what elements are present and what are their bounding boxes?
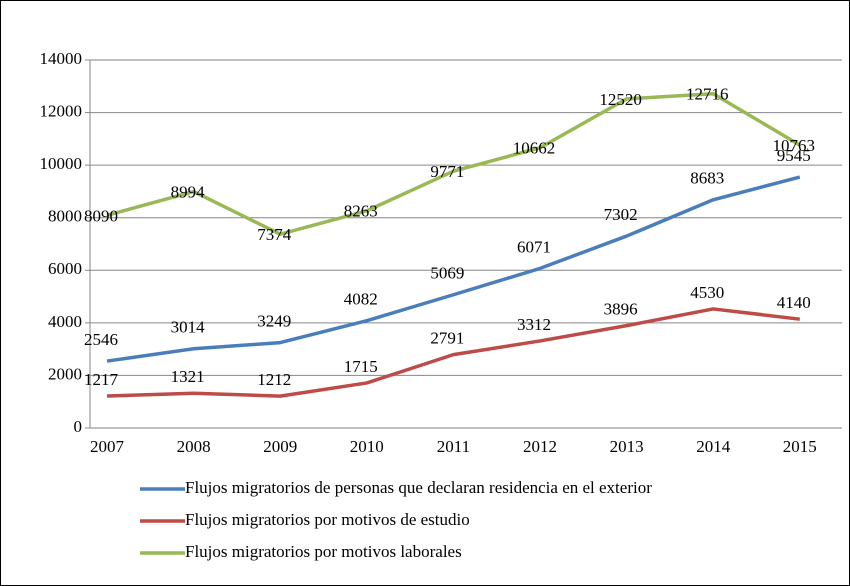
data-label: 3312 [517,315,551,334]
data-label: 6071 [517,237,551,256]
data-label: 2546 [84,330,118,349]
y-tick-label: 8000 [48,207,82,226]
legend-label: Flujos migratorios por motivos laborales [185,542,462,561]
data-label: 5069 [430,264,464,283]
data-label: 2791 [430,329,464,348]
data-label: 12520 [599,90,642,109]
data-label: 9771 [430,162,464,181]
series-line [106,175,801,363]
x-tick-label: 2012 [523,437,557,456]
y-tick-label: 10000 [40,154,83,173]
data-label: 4140 [777,293,811,312]
legend-label: Flujos migratorios de personas que decla… [185,478,652,497]
series-line [106,307,801,398]
x-tick-label: 2015 [783,437,817,456]
data-label: 4530 [690,283,724,302]
data-label: 1217 [84,370,119,389]
data-label: 3896 [604,299,638,318]
data-label: 9545 [777,146,811,165]
data-label: 10763 [773,136,816,155]
legend-label: Flujos migratorios por motivos de estudi… [185,510,470,529]
data-label: 1212 [257,370,291,389]
data-label: 8994 [171,182,206,201]
series-line [106,92,801,236]
data-label: 3249 [257,312,291,331]
data-label: 10662 [513,139,556,158]
data-label: 1715 [344,357,378,376]
x-tick-label: 2013 [610,437,644,456]
y-tick-label: 14000 [40,49,83,68]
x-tick-label: 2014 [696,437,731,456]
data-label: 4082 [344,290,378,309]
x-tick-label: 2007 [90,437,125,456]
data-label: 8263 [344,202,378,221]
x-tick-label: 2008 [177,437,211,456]
data-label: 3014 [171,318,206,337]
data-label: 7374 [257,225,292,244]
data-label: 8683 [690,169,724,188]
data-label: 7302 [604,205,638,224]
x-tick-label: 2009 [263,437,297,456]
y-tick-label: 2000 [48,364,82,383]
data-label: 8090 [84,206,118,225]
y-tick-label: 4000 [48,312,82,331]
y-tick-label: 12000 [40,101,83,120]
data-label: 12716 [686,85,729,104]
x-tick-label: 2011 [437,437,470,456]
x-tick-label: 2010 [350,437,384,456]
data-label: 1321 [171,367,205,386]
y-tick-label: 0 [74,417,83,436]
y-tick-label: 6000 [48,259,82,278]
